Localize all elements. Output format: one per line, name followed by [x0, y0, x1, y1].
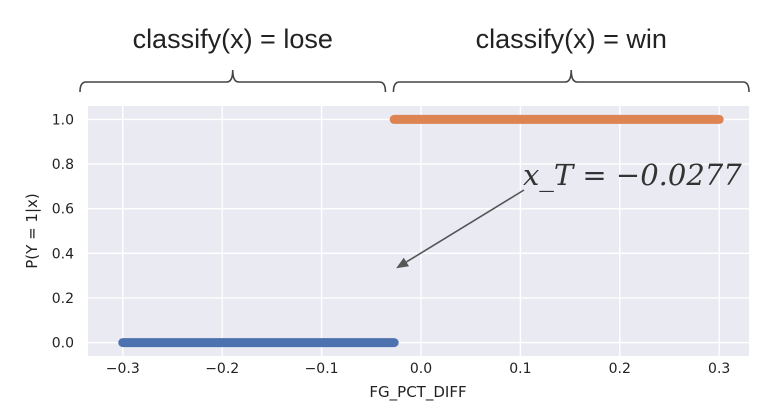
region-label-win: classify(x) = win	[476, 24, 667, 54]
x-tick-label: 0.1	[509, 361, 531, 377]
x-tick-label: −0.2	[205, 361, 239, 377]
x-tick-label: −0.1	[305, 361, 339, 377]
y-tick-label: 0.8	[52, 157, 74, 173]
x-tick-labels: −0.3 −0.2 −0.1 0.0 0.1 0.2 0.3	[106, 361, 731, 377]
y-tick-label: 1.0	[52, 112, 74, 128]
region-brace	[392, 69, 750, 93]
y-tick-label: 0.2	[52, 291, 74, 307]
x-axis-label: FG_PCT_DIFF	[369, 383, 466, 402]
threshold-label: x_T = −0.0277	[523, 158, 742, 193]
region-brace	[79, 69, 387, 93]
x-tick-label: −0.3	[106, 361, 140, 377]
region-label-lose: classify(x) = lose	[133, 24, 333, 54]
x-tick-label: 0.3	[708, 361, 730, 377]
y-tick-label: 0.6	[52, 202, 74, 218]
x-tick-label: 0.2	[609, 361, 631, 377]
threshold-annotation: x_T = −0.0277	[396, 158, 742, 269]
annotation-arrow	[405, 189, 525, 263]
y-tick-label: 0.4	[52, 246, 74, 262]
y-axis-label: P(Y = 1|x)	[23, 193, 41, 269]
x-tick-label: 0.0	[410, 361, 432, 377]
y-tick-labels: 0.0 0.2 0.4 0.6 0.8 1.0	[52, 112, 74, 351]
y-tick-label: 0.0	[52, 336, 74, 352]
plot-background	[88, 106, 749, 356]
series-layer	[118, 114, 724, 348]
region-braces	[79, 69, 750, 93]
annotation-arrow-head	[396, 257, 409, 269]
